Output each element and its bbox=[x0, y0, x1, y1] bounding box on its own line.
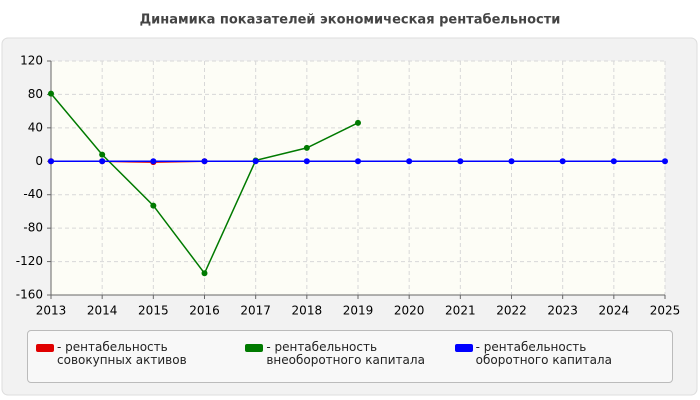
point bbox=[48, 158, 54, 165]
legend: - рентабельность совокупных активов - рен… bbox=[27, 330, 673, 383]
x-tick-label: 2019 bbox=[343, 304, 374, 318]
chart-title: Динамика показателей экономическая рента… bbox=[140, 13, 561, 28]
legend-label: - рентабельность внеоборотного капитала bbox=[266, 340, 425, 367]
x-tick-label: 2015 bbox=[138, 304, 169, 318]
legend-item: - рентабельность оборотного капитала bbox=[454, 340, 664, 382]
point bbox=[201, 158, 208, 165]
x-tick-label: 2017 bbox=[240, 304, 271, 318]
y-tick-label: -40 bbox=[23, 187, 43, 201]
legend-label: - рентабельность оборотного капитала bbox=[475, 340, 612, 367]
point bbox=[457, 158, 464, 165]
point bbox=[150, 202, 157, 209]
point bbox=[559, 158, 566, 165]
point bbox=[662, 158, 668, 165]
y-tick-label: 0 bbox=[35, 154, 43, 168]
point bbox=[355, 158, 361, 165]
x-tick-label: 2018 bbox=[292, 304, 323, 318]
x-tick-label: 2021 bbox=[445, 304, 476, 318]
point bbox=[252, 158, 259, 165]
point bbox=[508, 158, 515, 165]
y-tick-label: -160 bbox=[16, 288, 43, 302]
point bbox=[303, 158, 310, 165]
point bbox=[610, 158, 617, 165]
legend-swatch bbox=[245, 344, 264, 352]
x-tick-label: 2016 bbox=[189, 304, 220, 318]
y-tick-label: -80 bbox=[23, 221, 43, 235]
x-tick-label: 2025 bbox=[650, 304, 681, 318]
point bbox=[201, 270, 208, 277]
y-tick-label: 120 bbox=[20, 54, 43, 68]
point bbox=[355, 119, 361, 126]
x-tick-label: 2023 bbox=[547, 304, 578, 318]
x-tick-label: 2014 bbox=[87, 304, 118, 318]
x-tick-label: 2013 bbox=[36, 304, 67, 318]
point bbox=[150, 158, 157, 165]
legend-swatch bbox=[36, 344, 54, 352]
legend-swatch bbox=[454, 344, 473, 352]
point bbox=[406, 158, 413, 165]
y-tick-label: 40 bbox=[28, 120, 43, 134]
x-tick-label: 2024 bbox=[599, 304, 630, 318]
legend-item: - рентабельность внеоборотного капитала bbox=[245, 341, 454, 382]
x-tick-label: 2022 bbox=[496, 304, 527, 318]
point bbox=[99, 158, 106, 165]
point bbox=[303, 144, 310, 151]
point bbox=[48, 90, 54, 97]
y-tick-label: -120 bbox=[16, 254, 43, 268]
x-tick-label: 2020 bbox=[394, 304, 425, 318]
legend-item: - рентабельность совокупных активов bbox=[36, 341, 245, 382]
point bbox=[99, 151, 106, 158]
legend-label: - рентабельность совокупных активов bbox=[57, 340, 187, 367]
y-tick-label: 80 bbox=[28, 87, 43, 101]
